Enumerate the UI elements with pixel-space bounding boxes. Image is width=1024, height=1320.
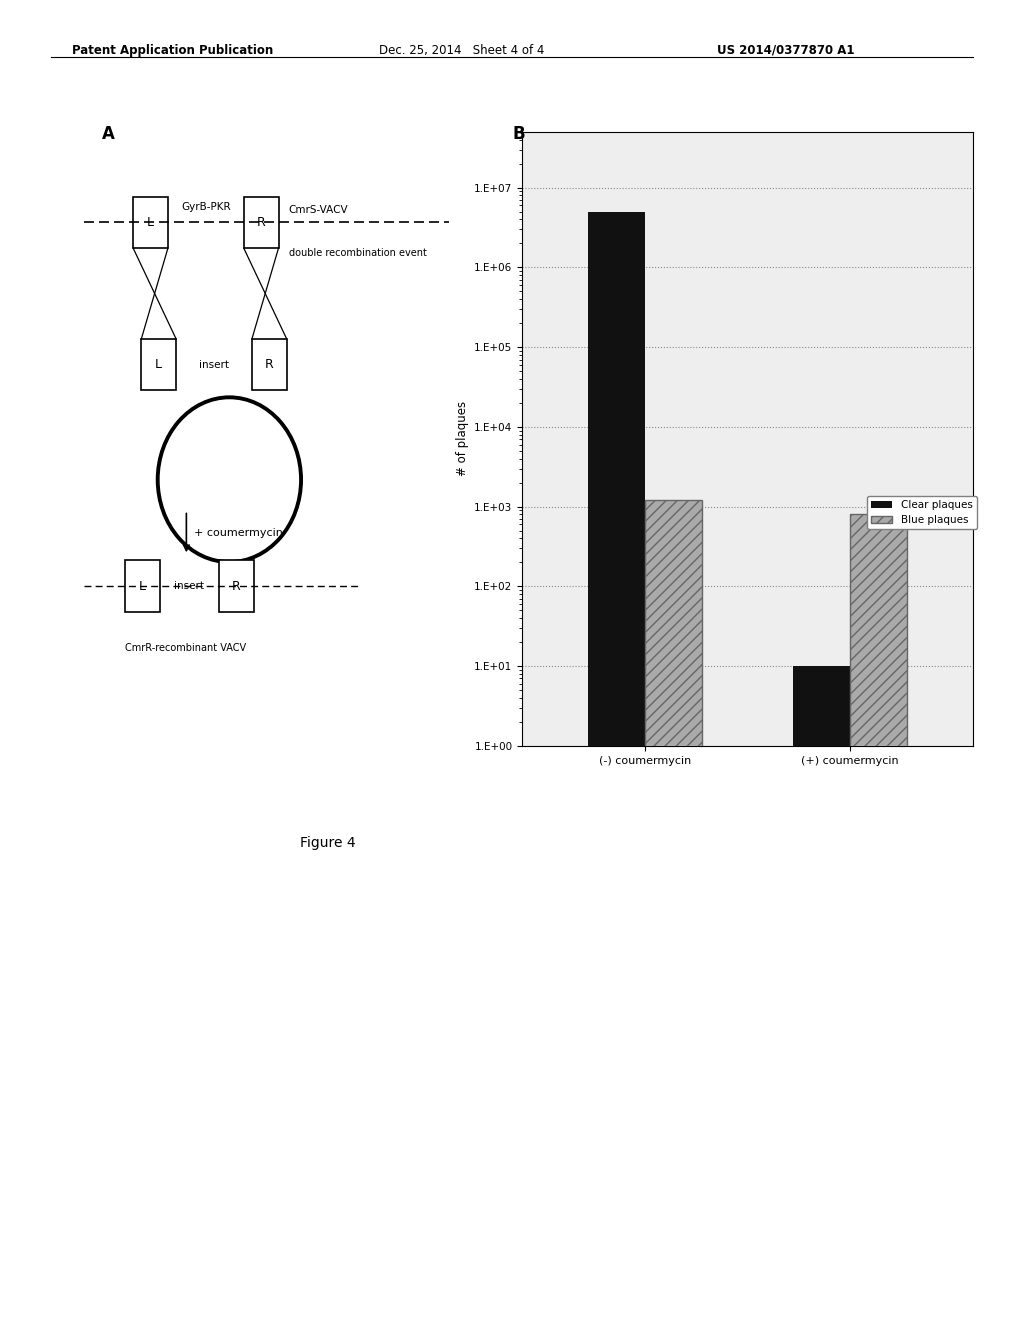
Text: GyrB-PKR: GyrB-PKR — [181, 202, 230, 213]
Text: insert: insert — [174, 581, 205, 591]
FancyBboxPatch shape — [141, 339, 176, 391]
Text: US 2014/0377870 A1: US 2014/0377870 A1 — [717, 44, 854, 57]
Text: double recombination event: double recombination event — [289, 248, 427, 259]
FancyBboxPatch shape — [252, 339, 287, 391]
Text: R: R — [232, 579, 241, 593]
Y-axis label: # of plaques: # of plaques — [456, 401, 469, 477]
Text: Patent Application Publication: Patent Application Publication — [72, 44, 273, 57]
Bar — [793, 667, 850, 1320]
Text: + coumermycin: + coumermycin — [194, 528, 283, 537]
Text: CmrS-VACV: CmrS-VACV — [289, 205, 348, 215]
Bar — [645, 500, 702, 1320]
Text: R: R — [257, 215, 265, 228]
FancyBboxPatch shape — [219, 560, 254, 611]
Text: L: L — [156, 358, 162, 371]
Text: L: L — [147, 215, 154, 228]
Text: insert: insert — [199, 360, 229, 370]
Legend: Clear plaques, Blue plaques: Clear plaques, Blue plaques — [867, 496, 977, 529]
Bar — [588, 211, 645, 1320]
Text: A: A — [102, 124, 116, 143]
Text: R: R — [265, 358, 273, 371]
Text: B: B — [512, 124, 524, 143]
Text: Dec. 25, 2014   Sheet 4 of 4: Dec. 25, 2014 Sheet 4 of 4 — [379, 44, 544, 57]
Text: L: L — [139, 579, 145, 593]
Bar — [850, 515, 907, 1320]
FancyBboxPatch shape — [125, 560, 160, 611]
Text: Figure 4: Figure 4 — [300, 837, 355, 850]
FancyBboxPatch shape — [244, 197, 279, 248]
FancyBboxPatch shape — [133, 197, 168, 248]
Text: CmrR-recombinant VACV: CmrR-recombinant VACV — [125, 643, 246, 652]
